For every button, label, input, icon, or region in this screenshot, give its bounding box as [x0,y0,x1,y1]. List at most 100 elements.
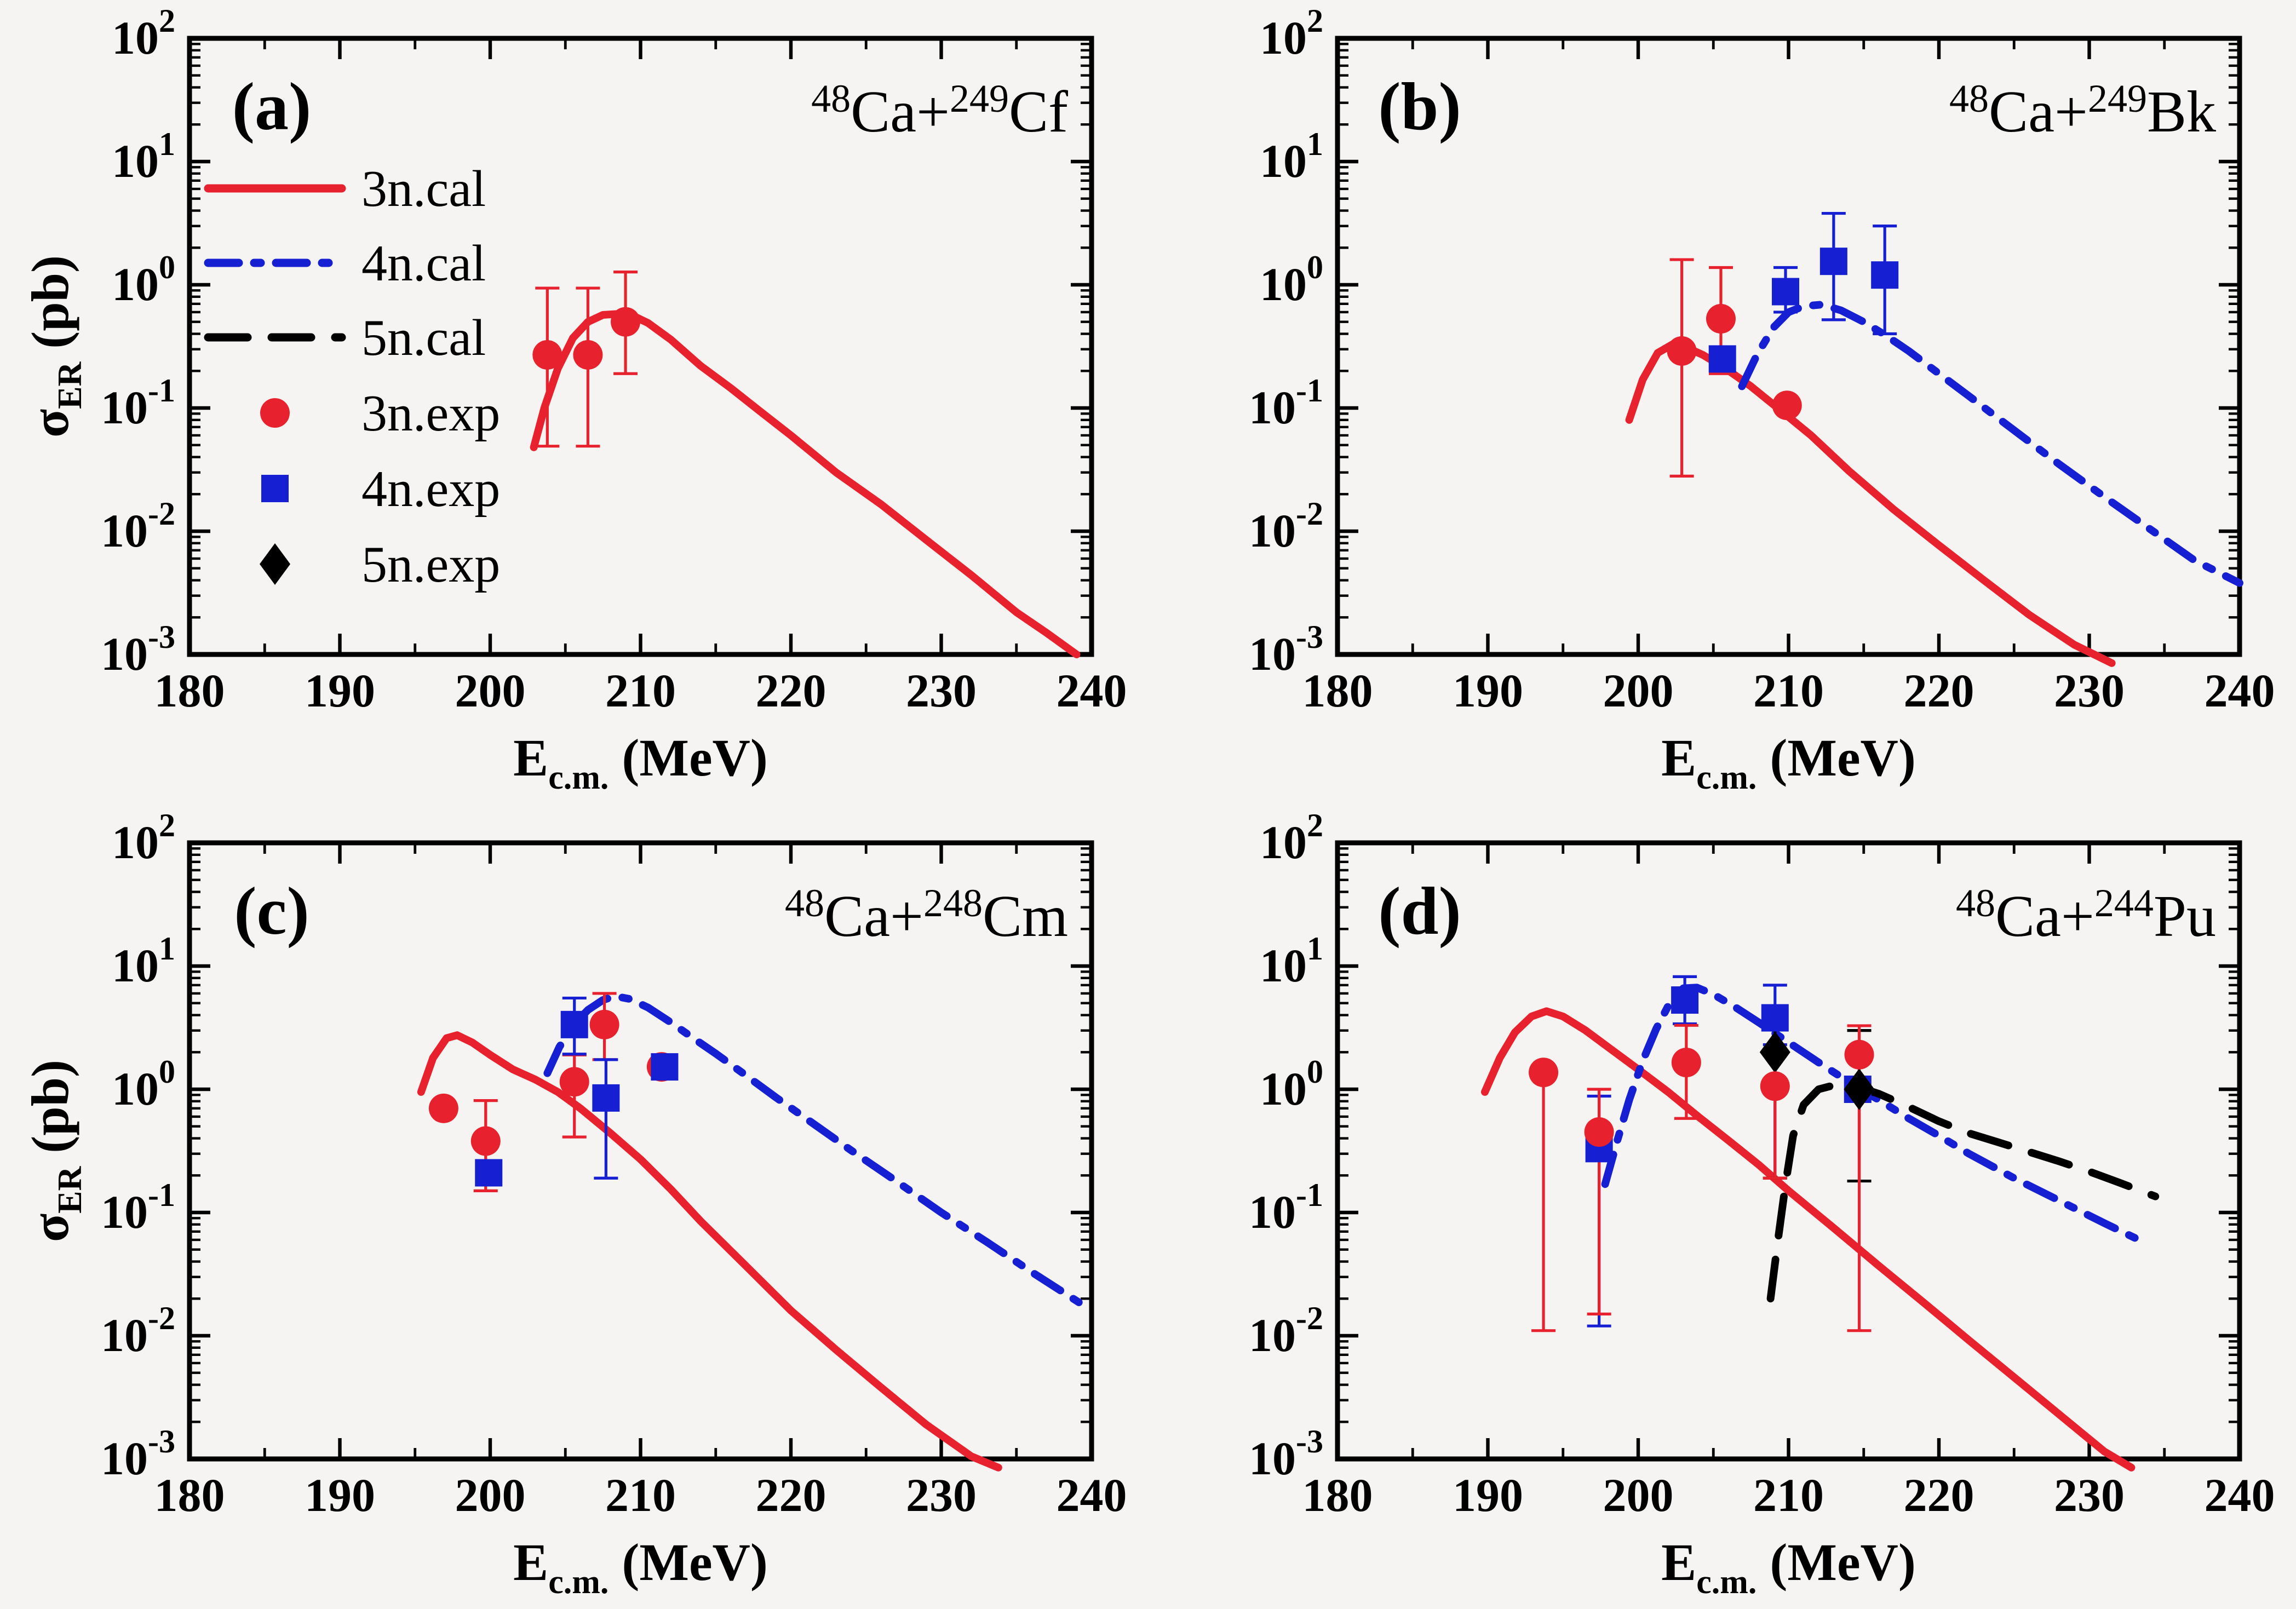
x-tick-label: 230 [906,1469,977,1521]
marker-4n.exp [1708,345,1736,373]
curve-4n.cal [1738,301,2243,587]
x-tick-label: 230 [2054,1469,2125,1521]
x-tick-labels: 180 190 200 210 220 230 240 [154,664,1127,717]
reaction-title: 48Ca+244Pu [1956,881,2216,949]
errorbars-4n.exp [562,996,618,1180]
curve-3n.cal [1481,1007,2136,1472]
axes-frame [187,840,1094,1462]
x-axis-title: Ec.m. (MeV) [1661,1533,1916,1601]
marker-3n.exp [532,340,562,370]
y-tick-label: 102 [112,807,175,869]
axis-ticks [187,841,1094,1461]
plot-frame [187,840,1094,1462]
y-tick-label: 10-3 [1249,619,1323,680]
panel-label-text: (c) [234,874,309,949]
x-tick-label: 190 [305,1469,375,1521]
x-tick-labels: 180 190 200 210 220 230 240 [154,1469,1127,1521]
marker-3n.exp [1671,1048,1701,1078]
panel-label: (a) [232,69,312,144]
curve-3n.cal [1625,340,2116,667]
markers-3n.exp [428,1009,676,1156]
y-tick-label: 10-3 [101,1423,175,1485]
y-tick-label: 101 [112,126,175,187]
markers-4n.exp [1708,248,1899,373]
x-axis-title-text: Ec.m. (MeV) [513,728,768,796]
x-tick-label: 210 [605,664,676,717]
marker-3n.exp [1772,390,1802,421]
y-tick-label: 100 [112,249,175,311]
marker-3n.exp [470,1126,501,1156]
y-tick-label: 10-1 [101,1177,175,1238]
marker-5n.exp [1759,1031,1790,1073]
marker-3n.exp [589,1009,619,1039]
curve-path-3n.cal [1481,1007,2136,1472]
curve-path-4n.cal [543,992,1095,1314]
markers-5n.exp [1759,1031,1875,1110]
curve-path-3n.cal [417,1031,1002,1472]
panel-label: (b) [1378,69,1461,144]
marker-4n.exp [1871,261,1899,289]
marker-4n.exp [1671,986,1699,1014]
y-tick-label: 100 [112,1054,175,1115]
curve-path-4n.cal [1738,301,2243,587]
panel-b-cell: 180 190 200 210 220 230 240 102 101 100 10-1 10-2 10… [1148,0,2296,804]
marker-4n.exp [651,1053,679,1081]
axis-ticks [1335,841,2242,1461]
reaction-title-text: 48Ca+249Bk [1949,77,2216,145]
y-axis-title-text: σER (pb) [21,255,89,438]
marker-4n.exp [1772,278,1800,306]
x-tick-label: 240 [2205,1469,2275,1521]
reaction-title: 48Ca+249Cf [811,77,1068,145]
marker-4n.exp [1761,1004,1789,1032]
x-tick-label: 230 [2054,664,2125,717]
y-tick-label: 10-2 [1249,496,1323,557]
marker-4n.exp [592,1084,620,1112]
x-tick-label: 200 [1603,664,1674,717]
x-axis-title: Ec.m. (MeV) [513,1533,768,1601]
marker-3n.exp [428,1093,458,1123]
y-tick-labels: 102 101 100 10-1 10-2 10-3 [101,3,175,680]
legend-label: 4n.cal [361,235,486,292]
y-tick-label: 102 [1260,3,1323,64]
markers-3n.exp [1667,304,1802,421]
y-tick-label: 10-1 [101,372,175,434]
legend-label: 3n.cal [361,160,486,217]
axes-frame [1335,36,2242,657]
y-tick-label: 100 [1260,249,1323,311]
x-axis-title-text: Ec.m. (MeV) [513,1533,768,1601]
marker-3n.exp [1529,1058,1559,1088]
marker-3n.exp [559,1067,589,1097]
x-tick-label: 210 [605,1469,676,1521]
y-tick-label: 102 [112,3,175,64]
legend-marker-3n.exp [260,398,290,428]
y-tick-label: 101 [1260,930,1323,992]
x-tick-label: 190 [1453,664,1523,717]
y-axis-title-text: σER (pb) [21,1060,89,1242]
x-tick-label: 220 [756,664,826,717]
panel-label-text: (b) [1378,69,1461,144]
markers-4n.exp [475,1010,679,1187]
x-tick-label: 210 [1753,1469,1824,1521]
markers-3n.exp [532,307,641,370]
marker-3n.exp [1844,1039,1874,1070]
x-tick-label: 200 [455,1469,526,1521]
y-tick-label: 102 [1260,807,1323,869]
x-tick-label: 210 [1753,664,1824,717]
x-tick-label: 200 [455,664,526,717]
curve-3n.cal [530,310,1081,658]
y-tick-label: 10-3 [101,619,175,680]
x-axis-title-text: Ec.m. (MeV) [1661,1533,1916,1601]
x-tick-label: 220 [1904,664,1974,717]
x-axis-title-text: Ec.m. (MeV) [1661,728,1916,796]
reaction-title: 48Ca+248Cm [785,881,1068,949]
legend-label: 5n.cal [361,309,486,366]
marker-3n.exp [611,307,641,337]
curve-path-3n.cal [530,310,1081,658]
y-tick-labels: 102 101 100 10-1 10-2 10-3 [101,807,175,1485]
x-tick-label: 180 [1302,664,1373,717]
curve-3n.cal [417,1031,1002,1472]
legend-label: 5n.exp [361,536,500,593]
legend-marker-4n.exp [261,475,289,502]
y-axis-title: σER (pb) [21,255,89,438]
curve-path-3n.cal [1625,340,2116,667]
